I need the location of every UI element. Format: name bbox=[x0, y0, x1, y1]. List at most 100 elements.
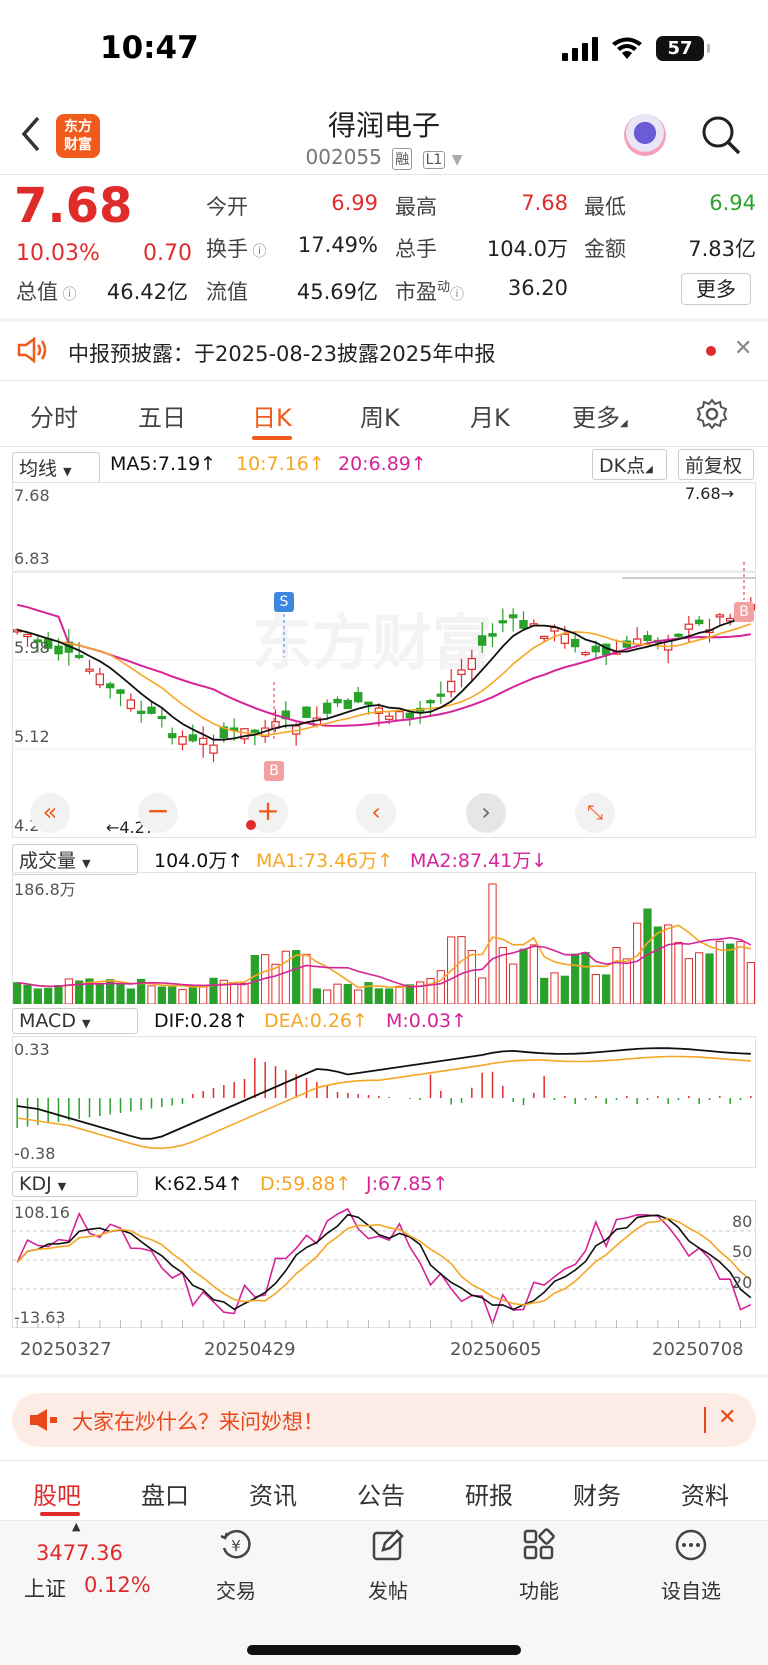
gear-icon[interactable] bbox=[696, 398, 728, 430]
candle bbox=[147, 706, 156, 714]
volume-bar bbox=[622, 958, 631, 1004]
close-icon[interactable]: ✕ bbox=[734, 336, 753, 361]
volume-bar bbox=[281, 950, 290, 1004]
zoom-in-button[interactable]: + bbox=[248, 793, 288, 833]
volume-dropdown[interactable]: 成交量 ▼ bbox=[12, 844, 138, 875]
tab-order-book[interactable]: 盘口 bbox=[141, 1482, 189, 1510]
assistant-robot-icon[interactable] bbox=[624, 114, 666, 156]
candle bbox=[188, 734, 198, 742]
divider bbox=[0, 380, 768, 381]
index-value[interactable]: 3477.36 bbox=[36, 1541, 123, 1565]
tab-guba[interactable]: 股吧 bbox=[33, 1482, 81, 1510]
apps-grid-icon[interactable] bbox=[522, 1528, 556, 1562]
tab-daily-k[interactable]: 日K bbox=[252, 404, 292, 432]
info-icon[interactable]: ⓘ bbox=[248, 244, 267, 260]
tab-news[interactable]: 资讯 bbox=[249, 1482, 297, 1510]
float-label: 流值 bbox=[206, 280, 248, 304]
m-readout: M:0.03↑ bbox=[386, 1010, 468, 1032]
megaphone-icon bbox=[17, 337, 47, 363]
volume-chart[interactable] bbox=[12, 872, 756, 1004]
cellular-signal-icon bbox=[562, 36, 598, 61]
post-button[interactable]: 发帖 bbox=[368, 1579, 408, 1603]
edit-post-icon[interactable] bbox=[371, 1528, 405, 1562]
candle bbox=[209, 744, 218, 754]
buy-marker[interactable]: B bbox=[264, 761, 284, 781]
svg-text:¥: ¥ bbox=[231, 1537, 241, 1555]
candle bbox=[457, 669, 466, 676]
expand-icon: ⤡ bbox=[587, 800, 603, 824]
tab-finance[interactable]: 财务 bbox=[573, 1482, 621, 1510]
scroll-left-button[interactable]: ‹ bbox=[356, 793, 396, 833]
date-label: 20250605 bbox=[450, 1339, 542, 1360]
svg-text:东方财富: 东方财富 bbox=[252, 609, 492, 679]
search-icon[interactable] bbox=[700, 114, 742, 156]
index-name[interactable]: 上证 bbox=[24, 1577, 66, 1601]
indicator-dot bbox=[246, 820, 256, 830]
functions-button[interactable]: 功能 bbox=[519, 1579, 559, 1603]
tab-profile[interactable]: 资料 bbox=[681, 1482, 729, 1510]
candle bbox=[198, 737, 208, 745]
scroll-right-button[interactable]: › bbox=[466, 793, 506, 833]
add-watchlist-button[interactable]: 设自选 bbox=[661, 1579, 721, 1603]
candle bbox=[488, 633, 497, 637]
volume-bar bbox=[653, 926, 662, 1004]
volume-bar bbox=[726, 943, 735, 1004]
kdj-chart[interactable] bbox=[12, 1200, 756, 1328]
macd-bottom-label: -0.38 bbox=[14, 1144, 56, 1163]
scroll-start-button[interactable]: « bbox=[30, 793, 70, 833]
info-icon[interactable]: ⓘ bbox=[450, 287, 465, 303]
macd-chart[interactable] bbox=[12, 1036, 756, 1168]
y-axis-label: 7.68 bbox=[14, 486, 50, 505]
tab-weekly-k[interactable]: 周K bbox=[360, 404, 400, 432]
sell-marker[interactable]: S bbox=[274, 592, 294, 612]
adjust-button[interactable]: 前复权 bbox=[678, 449, 754, 480]
trade-button[interactable]: 交易 bbox=[216, 1579, 256, 1603]
buy-marker[interactable]: B bbox=[734, 602, 754, 622]
tab-five-day[interactable]: 五日 bbox=[138, 404, 186, 432]
volume-bar bbox=[230, 982, 239, 1004]
volume-bar bbox=[633, 922, 642, 1004]
volume-bar bbox=[292, 950, 301, 1004]
ask-ai-text[interactable]: 大家在炒什么？来问妙想！ bbox=[72, 1410, 324, 1434]
index-percent[interactable]: 0.12% bbox=[84, 1573, 151, 1597]
candle bbox=[343, 699, 353, 710]
fullscreen-button[interactable]: ⤡ bbox=[575, 793, 615, 833]
candle bbox=[715, 614, 725, 618]
stock-code-row[interactable]: 002055 融 L1 ▼ bbox=[0, 145, 768, 170]
candle bbox=[302, 706, 311, 718]
kdj-dropdown[interactable]: KDJ ▼ bbox=[12, 1171, 138, 1197]
more-dots-icon[interactable] bbox=[674, 1528, 708, 1562]
ask-ai-banner[interactable] bbox=[12, 1393, 756, 1447]
trade-yuan-icon[interactable]: ¥ bbox=[219, 1528, 253, 1562]
volume-bar bbox=[323, 989, 332, 1004]
tab-monthly-k[interactable]: 月K bbox=[470, 404, 510, 432]
candle bbox=[519, 620, 528, 629]
volume-bar bbox=[343, 983, 352, 1004]
tab-more[interactable]: 更多◢ bbox=[572, 404, 628, 432]
ma-dropdown[interactable]: 均线 ▼ bbox=[12, 452, 100, 483]
back-button[interactable] bbox=[20, 116, 42, 162]
caret-down-icon: ▼ bbox=[451, 152, 463, 168]
earnings-notice[interactable]: 中报预披露：于2025-08-23披露2025年中报 bbox=[68, 342, 496, 366]
volume-bar bbox=[302, 953, 311, 1004]
candle bbox=[23, 633, 32, 638]
close-icon[interactable]: ✕ bbox=[718, 1405, 737, 1430]
home-indicator bbox=[247, 1645, 521, 1655]
candle bbox=[467, 658, 477, 671]
kline-chart[interactable]: 东方财富 bbox=[12, 482, 756, 838]
info-icon[interactable]: ⓘ bbox=[58, 287, 77, 303]
more-quote-button[interactable]: 更多 bbox=[681, 273, 751, 305]
volume-bar bbox=[519, 948, 528, 1004]
volume-bar bbox=[488, 883, 497, 1004]
dk-point-button[interactable]: DK点◢ bbox=[592, 449, 667, 480]
stock-code: 002055 bbox=[305, 145, 382, 169]
volume-bar bbox=[333, 983, 342, 1004]
tab-intraday[interactable]: 分时 bbox=[30, 404, 78, 432]
volume-bar bbox=[157, 986, 166, 1004]
vol-ma1-readout: MA1:73.46万↑ bbox=[256, 850, 394, 872]
macd-dropdown[interactable]: MACD ▼ bbox=[12, 1008, 138, 1034]
tab-announcements[interactable]: 公告 bbox=[357, 1482, 405, 1510]
zoom-out-button[interactable]: − bbox=[138, 793, 178, 833]
tab-research[interactable]: 研报 bbox=[465, 1482, 513, 1510]
volume-bar bbox=[395, 985, 404, 1004]
